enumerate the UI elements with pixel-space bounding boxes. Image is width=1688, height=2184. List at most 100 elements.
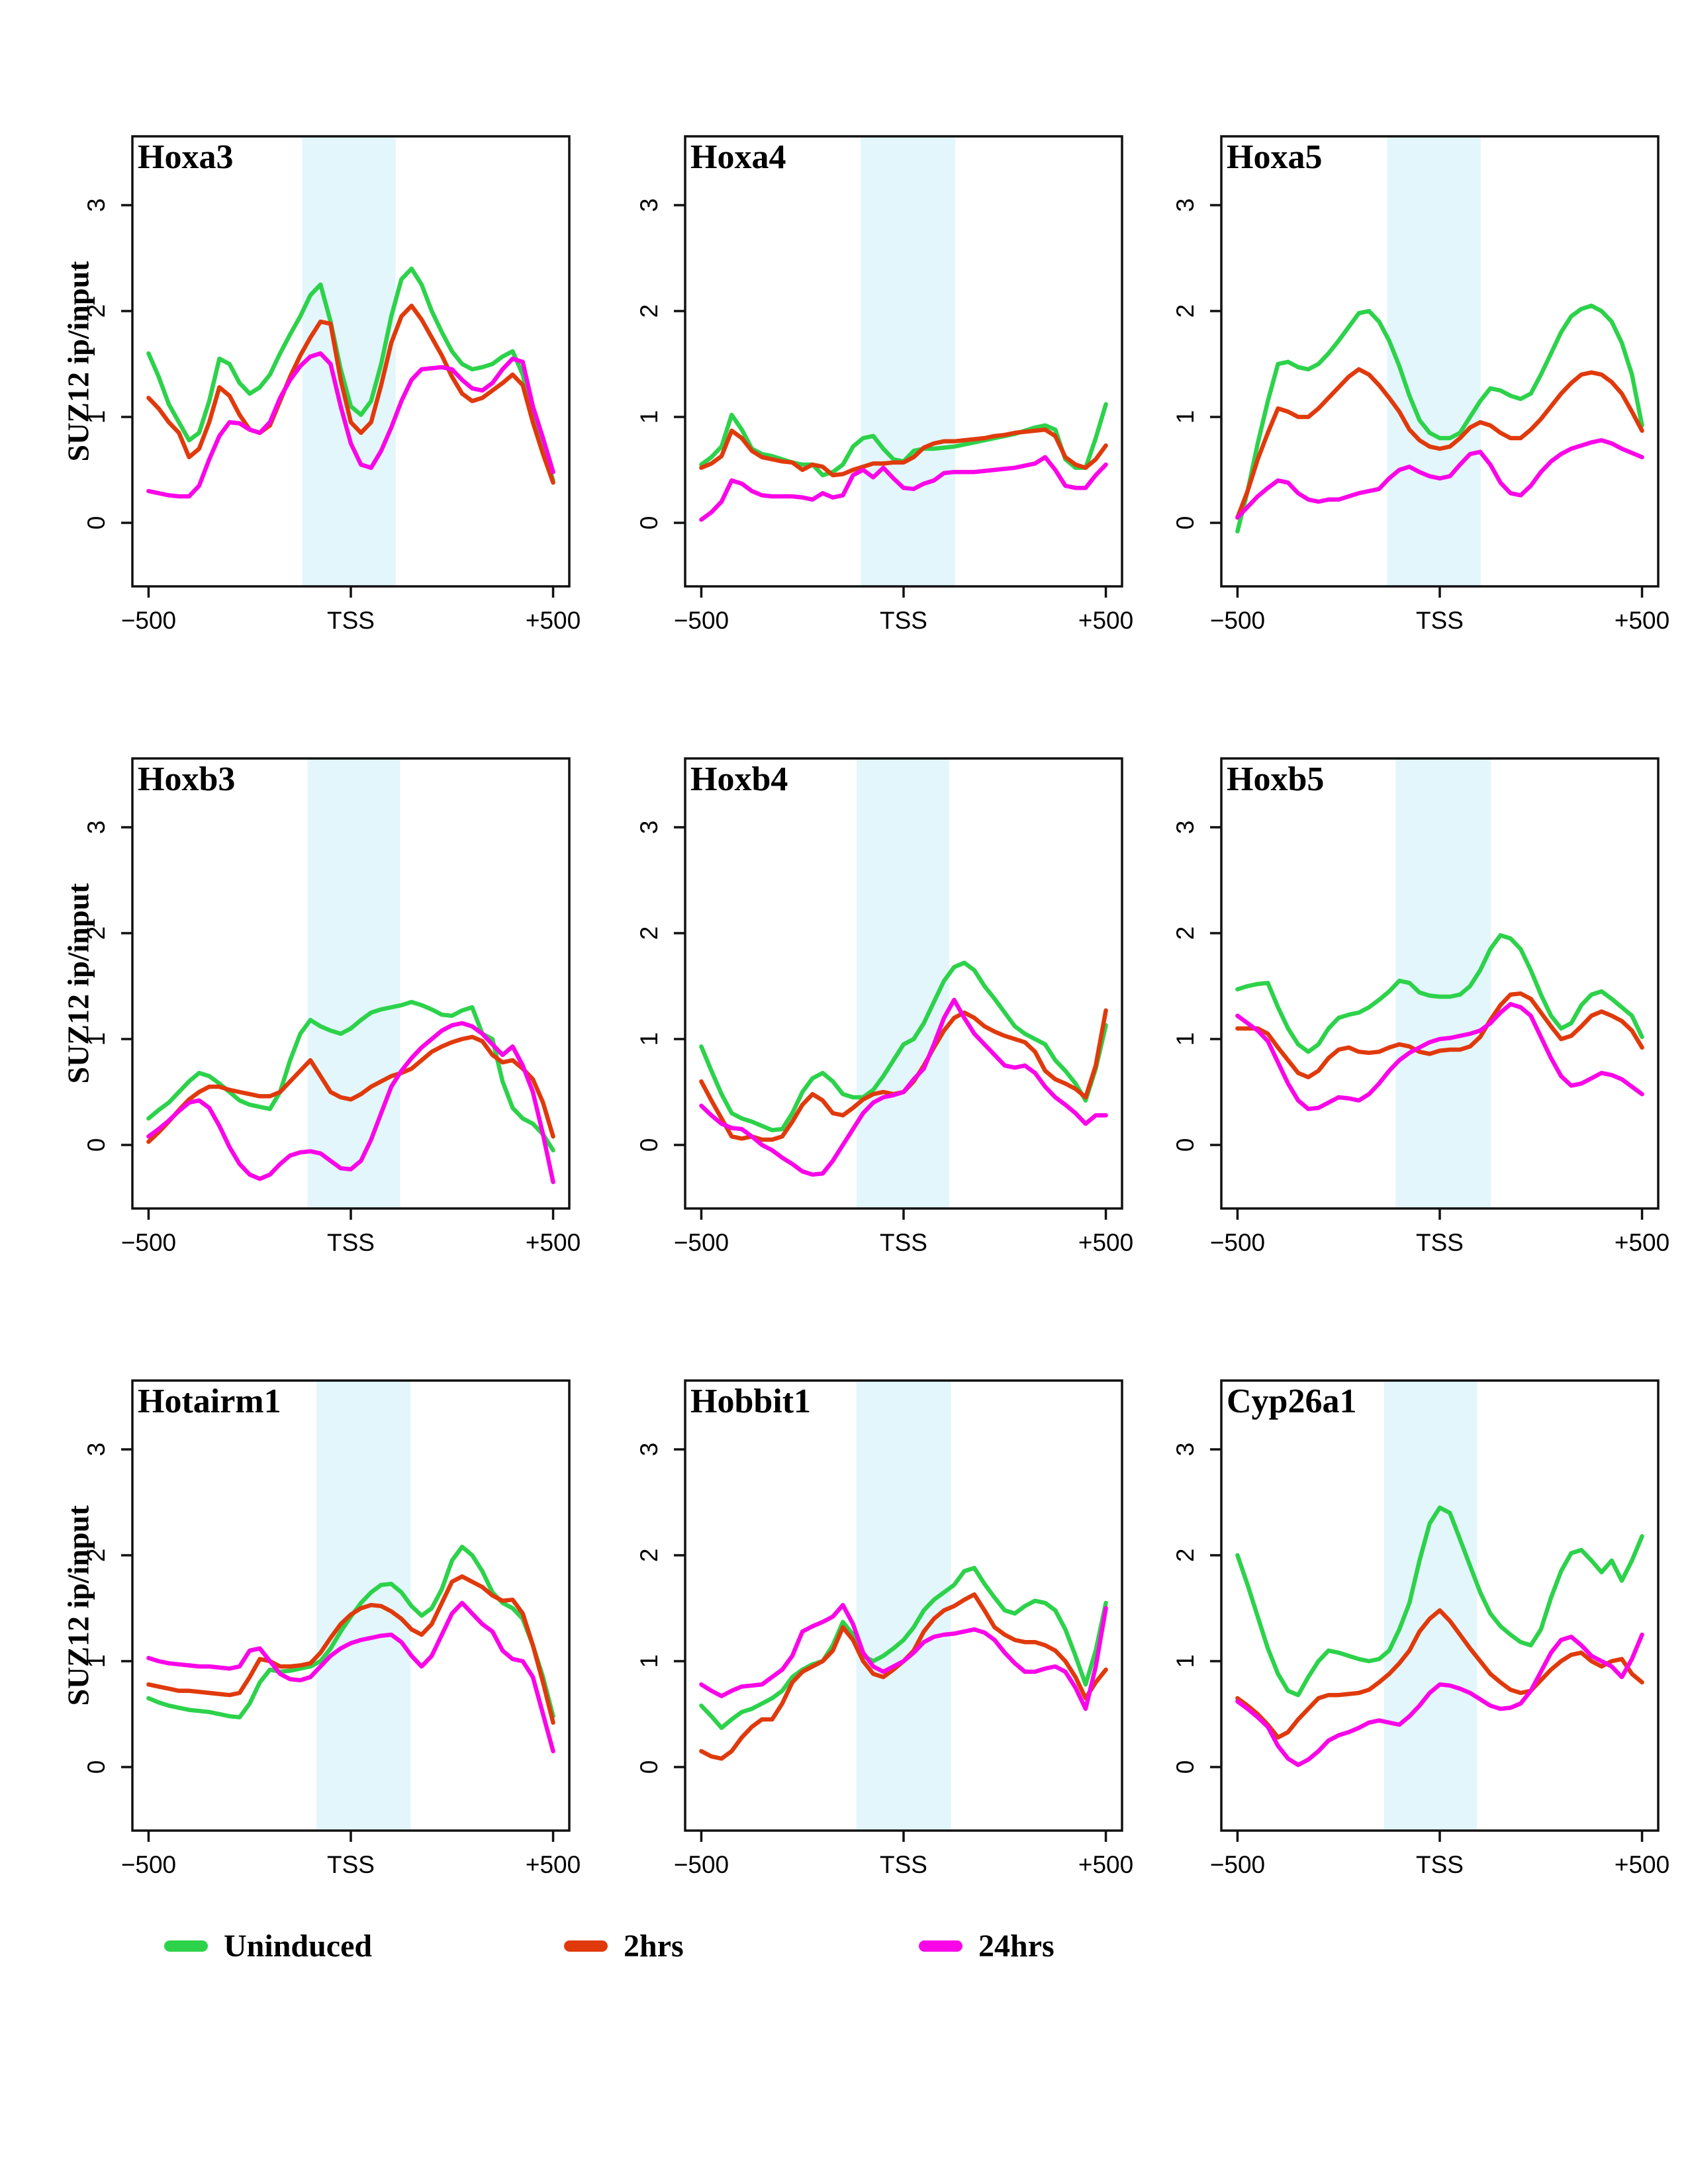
chart-canvas: −500 TSS +500 0 1 2 3 Hoxa4 — [635, 135, 1133, 634]
series-line-2hrs — [146, 303, 555, 485]
legend-item-uninduced: Uninduced — [164, 1919, 372, 1972]
y-tick-label: 0 — [1172, 1138, 1199, 1152]
series-line-uninduced — [699, 960, 1108, 1132]
y-tick-label: 2 — [635, 927, 663, 940]
series-line-24hrs — [146, 1600, 555, 1754]
tss-band — [856, 1381, 951, 1831]
series-line-uninduced — [699, 1565, 1108, 1731]
plot-title: Hoxb3 — [138, 760, 235, 798]
y-tick-label: 2 — [83, 927, 110, 940]
legend-item-2hrs: 2hrs — [564, 1919, 684, 1972]
y-tick-label: 0 — [635, 516, 663, 530]
chart-hoxb4: −500 TSS +500 0 1 2 3 Hoxb4 — [619, 739, 1142, 1288]
y-tick-label: 1 — [1172, 410, 1199, 424]
x-tick-label: −500 — [1210, 607, 1265, 634]
chart-canvas: −500 TSS +500 0 1 2 3 Hoxa5 — [1172, 135, 1669, 634]
x-tick-label: TSS — [327, 1851, 375, 1878]
uninduced-line-swatch — [164, 1940, 208, 1952]
x-tick-label: +500 — [526, 607, 581, 634]
x-tick-label: TSS — [880, 607, 927, 634]
x-tick-label: +500 — [526, 1851, 581, 1878]
x-tick-label: TSS — [880, 1851, 927, 1878]
y-tick-label: 1 — [83, 1032, 110, 1046]
y-tick-label: 1 — [635, 1655, 663, 1668]
series-line-2hrs — [146, 1574, 555, 1725]
chart-canvas: −500 TSS +500 0 1 2 3 Cyp26a1 — [1172, 1379, 1669, 1878]
y-tick-label: 3 — [83, 199, 110, 212]
chart-canvas: −500 TSS +500 0 1 2 3 Hoxb3 — [83, 757, 581, 1256]
chart-canvas: −500 TSS +500 0 1 2 3 Hoxa3 — [83, 135, 581, 634]
y-tick-label: 1 — [635, 1032, 663, 1046]
chart-canvas: −500 TSS +500 0 1 2 3 Hobbit1 — [635, 1379, 1133, 1878]
x-tick-label: −500 — [674, 607, 729, 634]
y-tick-label: 1 — [83, 410, 110, 424]
plot-title: Cyp26a1 — [1227, 1383, 1356, 1420]
y-tick-label: 0 — [635, 1760, 663, 1774]
series-line-24hrs — [1235, 1001, 1644, 1111]
chart-hotairm1: −500 TSS +500 0 1 2 3 Hotairm1 — [66, 1361, 589, 1910]
series-line-2hrs — [1235, 1608, 1644, 1740]
y-tick-label: 0 — [1172, 1760, 1199, 1774]
x-tick-label: −500 — [121, 607, 176, 634]
chart-hoxa5: −500 TSS +500 0 1 2 3 Hoxa5 — [1155, 116, 1678, 666]
tss-band — [1383, 1381, 1477, 1831]
x-tick-label: +500 — [1078, 607, 1133, 634]
x-tick-label: −500 — [1210, 1851, 1265, 1878]
plot-title: Hotairm1 — [138, 1383, 281, 1420]
x-tick-label: +500 — [1615, 1229, 1669, 1256]
y-tick-label: 3 — [83, 821, 110, 835]
series-line-24hrs — [146, 351, 555, 499]
plot-title: Hoxb5 — [1227, 760, 1324, 798]
plot-title: Hoxa5 — [1227, 138, 1322, 176]
legend-label: Uninduced — [224, 1928, 373, 1964]
plot-title: Hoxa3 — [138, 138, 233, 176]
y-tick-label: 2 — [635, 304, 663, 318]
y-tick-label: 3 — [1172, 1443, 1199, 1457]
x-tick-label: TSS — [1416, 1229, 1464, 1256]
series-line-2hrs — [146, 1034, 555, 1144]
series-line-uninduced — [1235, 1505, 1644, 1698]
x-tick-label: TSS — [1416, 607, 1464, 634]
y-tick-label: 1 — [1172, 1032, 1199, 1046]
x-tick-label: −500 — [121, 1229, 176, 1256]
x-tick-label: TSS — [1416, 1851, 1464, 1878]
series-line-24hrs — [699, 1602, 1108, 1711]
y-tick-label: 1 — [635, 410, 663, 424]
y-tick-label: 3 — [83, 1443, 110, 1457]
series-line-2hrs — [1235, 991, 1644, 1079]
legend-label: 24hrs — [978, 1928, 1055, 1964]
chart-canvas: −500 TSS +500 0 1 2 3 Hoxb4 — [635, 757, 1133, 1256]
chart-hoxa3: −500 TSS +500 0 1 2 3 Hoxa3 — [66, 116, 589, 666]
x-tick-label: +500 — [526, 1229, 581, 1256]
x-tick-label: −500 — [1210, 1229, 1265, 1256]
y-tick-label: 0 — [1172, 516, 1199, 530]
series-line-uninduced — [1235, 933, 1644, 1054]
chart-hobbit1: −500 TSS +500 0 1 2 3 Hobbit1 — [619, 1361, 1142, 1910]
y-tick-label: 0 — [83, 1760, 110, 1774]
y-tick-label: 1 — [83, 1655, 110, 1668]
tss-band — [857, 758, 950, 1208]
y-tick-label: 3 — [635, 199, 663, 212]
chart-hoxb5: −500 TSS +500 0 1 2 3 Hoxb5 — [1155, 739, 1678, 1288]
tss-band — [307, 758, 400, 1208]
x-tick-label: +500 — [1615, 607, 1669, 634]
y-tick-label: 2 — [83, 1549, 110, 1563]
legend-item-24hrs: 24hrs — [919, 1919, 1055, 1972]
y-tick-label: 2 — [635, 1549, 663, 1563]
series-line-2hrs — [699, 427, 1108, 478]
x-tick-label: +500 — [1078, 1229, 1133, 1256]
plot-title: Hoxb4 — [690, 760, 788, 798]
series-line-24hrs — [1235, 437, 1644, 520]
y-tick-label: 2 — [1172, 1549, 1199, 1563]
series-line-24hrs — [699, 455, 1108, 522]
2hrs-line-swatch — [564, 1940, 608, 1952]
series-line-24hrs — [146, 1021, 555, 1185]
x-tick-label: +500 — [1078, 1851, 1133, 1878]
y-tick-label: 2 — [1172, 304, 1199, 318]
plot-title: Hoxa4 — [690, 138, 786, 176]
legend: Uninduced 2hrs 24hrs — [0, 1919, 1688, 1979]
x-tick-label: TSS — [327, 1229, 375, 1256]
series-line-uninduced — [1235, 303, 1644, 534]
x-tick-label: TSS — [880, 1229, 927, 1256]
y-tick-label: 0 — [83, 1138, 110, 1152]
